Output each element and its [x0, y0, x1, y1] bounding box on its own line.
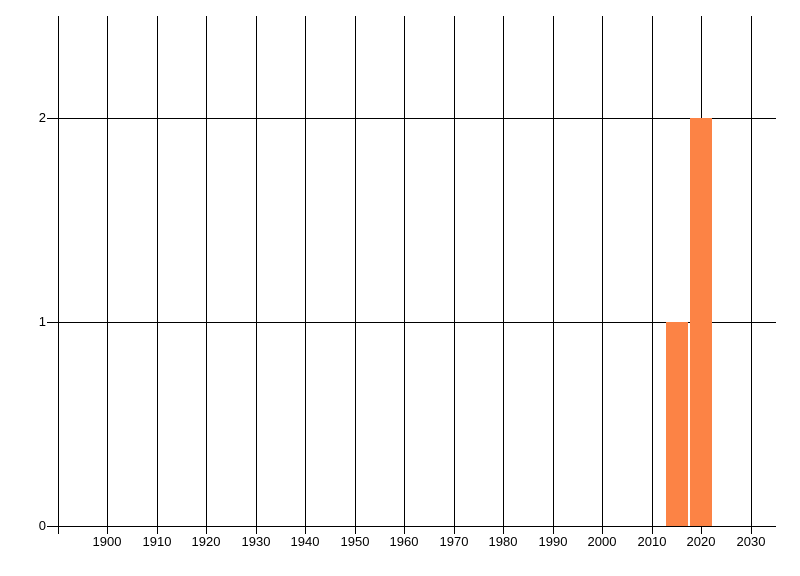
y-gridline: [47, 322, 776, 323]
x-tick-label: 2020: [686, 534, 716, 549]
x-gridline: [157, 16, 158, 534]
x-tick-label: 1950: [340, 534, 370, 549]
x-tick-label: 1960: [389, 534, 419, 549]
x-tick-label: 2010: [637, 534, 667, 549]
x-tick-label: 1940: [290, 534, 320, 549]
x-gridline: [751, 16, 752, 534]
x-axis-line: [47, 526, 776, 527]
x-tick-label: 1970: [439, 534, 469, 549]
x-gridline: [107, 16, 108, 534]
x-gridline: [305, 16, 306, 534]
x-gridline: [454, 16, 455, 534]
x-tick-label: 1980: [488, 534, 518, 549]
y-tick-label: 2: [38, 110, 46, 125]
bar-2015: [666, 322, 688, 526]
bar-2020: [690, 118, 712, 526]
x-tick-label: 2030: [736, 534, 766, 549]
x-gridline: [404, 16, 405, 534]
x-tick-label: 1990: [538, 534, 568, 549]
x-tick-label: 2000: [587, 534, 617, 549]
x-gridline: [256, 16, 257, 534]
x-gridline: [602, 16, 603, 534]
y-tick-label: 0: [38, 518, 46, 533]
x-gridline: [503, 16, 504, 534]
x-tick-label: 1920: [191, 534, 221, 549]
x-tick-label: 1910: [142, 534, 172, 549]
x-gridline: [553, 16, 554, 534]
x-tick-label: 1930: [241, 534, 271, 549]
y-gridline: [47, 118, 776, 119]
x-gridline: [206, 16, 207, 534]
y-tick-label: 1: [38, 314, 46, 329]
x-gridline: [652, 16, 653, 534]
y-axis-line: [58, 16, 59, 534]
x-tick-label: 1900: [92, 534, 122, 549]
x-gridline: [355, 16, 356, 534]
